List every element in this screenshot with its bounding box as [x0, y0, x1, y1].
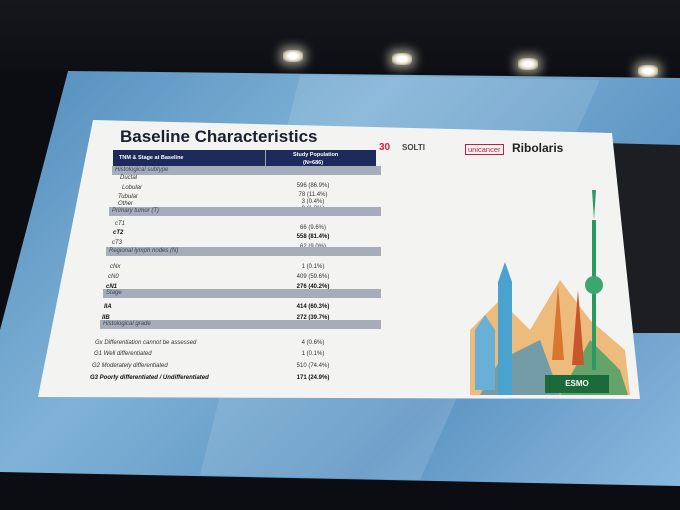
row-value: 1 (0.1%) — [301, 351, 325, 357]
header-right: Study Population — [293, 152, 339, 158]
row-value: 66 (9.6%) — [299, 225, 326, 231]
row-value: 510 (74.4%) — [296, 363, 330, 369]
section-header: Stage — [103, 288, 381, 298]
slide-title: Baseline Characteristics — [120, 127, 318, 146]
row-value: 4 (0.6%) — [301, 340, 325, 346]
row-label: cN1 — [106, 284, 118, 290]
section-header: Primary tumor (T) — [109, 206, 381, 216]
row-value: 596 (86.9%) — [296, 183, 330, 189]
row-value: 3 (0.4%) — [301, 199, 325, 205]
row-label: Ductal — [120, 175, 138, 181]
row-label: Tubular — [118, 194, 138, 200]
row-label: cN0 — [108, 274, 119, 280]
ceiling — [0, 0, 680, 72]
row-value: 409 (59.6%) — [296, 274, 330, 280]
stage-light — [392, 53, 412, 65]
header-left: TNM & Stage at Baseline — [119, 155, 184, 161]
row-value: 272 (39.7%) — [296, 315, 330, 321]
row-value: 1 (0.1%) — [301, 264, 325, 270]
esmo-congress-logo: ESMO — [545, 375, 609, 393]
row-label: G3 Poorly differentiated / Undifferentia… — [90, 375, 209, 381]
section-header: Regional lymph nodes (N) — [106, 247, 381, 256]
stage-light — [283, 50, 303, 62]
row-value: 78 (11.4%) — [298, 192, 328, 198]
row-label: Lobular — [122, 185, 143, 191]
row-value: 558 (81.4%) — [296, 234, 330, 240]
row-value: 276 (40.2%) — [296, 284, 330, 290]
solti-logo: SOLTI — [402, 143, 425, 152]
stage-light — [518, 58, 538, 70]
stage-light — [638, 65, 658, 77]
section-header: Histological subtype — [112, 166, 381, 175]
row-label: cT1 — [115, 221, 126, 227]
unicancer-logo: unicancer — [465, 144, 504, 155]
row-label: cT3 — [112, 240, 123, 246]
row-value: 171 (24.9%) — [296, 375, 330, 381]
table-header: TNM & Stage at Baseline Study Population… — [113, 150, 376, 168]
ribolaris-logo: Ribolaris — [512, 141, 564, 155]
row-label: cT2 — [113, 230, 124, 236]
row-label: G1 Well differentiated — [94, 351, 152, 357]
row-label: IIA — [104, 304, 112, 310]
row-label: Gx Differentiation cannot be assessed — [95, 340, 197, 346]
solti-30-logo: 30 — [379, 142, 391, 153]
row-label: G2 Moderately differentiated — [92, 363, 168, 369]
row-label: IIB — [102, 315, 110, 321]
section-header: Histological grade — [100, 320, 381, 329]
row-label: cNx — [110, 264, 121, 270]
header-right-n: (N=686) — [303, 160, 324, 166]
row-label: Other — [118, 201, 134, 207]
row-value: 414 (60.3%) — [296, 304, 330, 310]
